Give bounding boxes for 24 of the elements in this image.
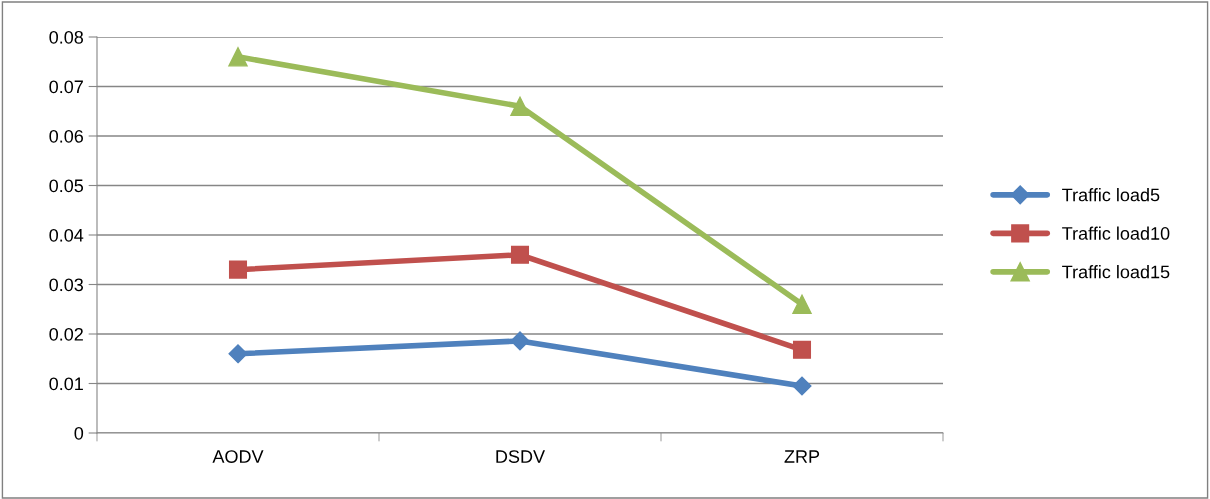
- point: [792, 376, 812, 396]
- y-tick-label: 0.03: [49, 278, 84, 292]
- y-tick-label: 0: [74, 426, 84, 440]
- y-tick-label: 0.08: [49, 30, 84, 44]
- y-tick-label: 0.07: [49, 80, 83, 94]
- y-tick-label: 0.04: [49, 228, 84, 242]
- point: [510, 96, 530, 117]
- y-tick-label: 0.01: [49, 377, 83, 391]
- point: [510, 331, 530, 351]
- point: [228, 47, 248, 67]
- legend-label: Traffic load15: [1062, 265, 1170, 279]
- point: [792, 294, 812, 315]
- legend-label: Traffic load5: [1062, 188, 1160, 202]
- x-tick-label: ZRP: [784, 450, 820, 463]
- point: [510, 245, 530, 264]
- point: [228, 260, 248, 279]
- x-tick-label: AODV: [212, 450, 264, 463]
- legend-label: Traffic load10: [1062, 226, 1170, 240]
- point: [228, 344, 248, 364]
- y-tick-label: 0.06: [49, 129, 84, 143]
- y-tick-label: 0.05: [49, 179, 84, 193]
- x-tick-label: DSDV: [496, 450, 545, 463]
- point: [792, 340, 812, 359]
- y-tick-label: 0.02: [49, 327, 83, 341]
